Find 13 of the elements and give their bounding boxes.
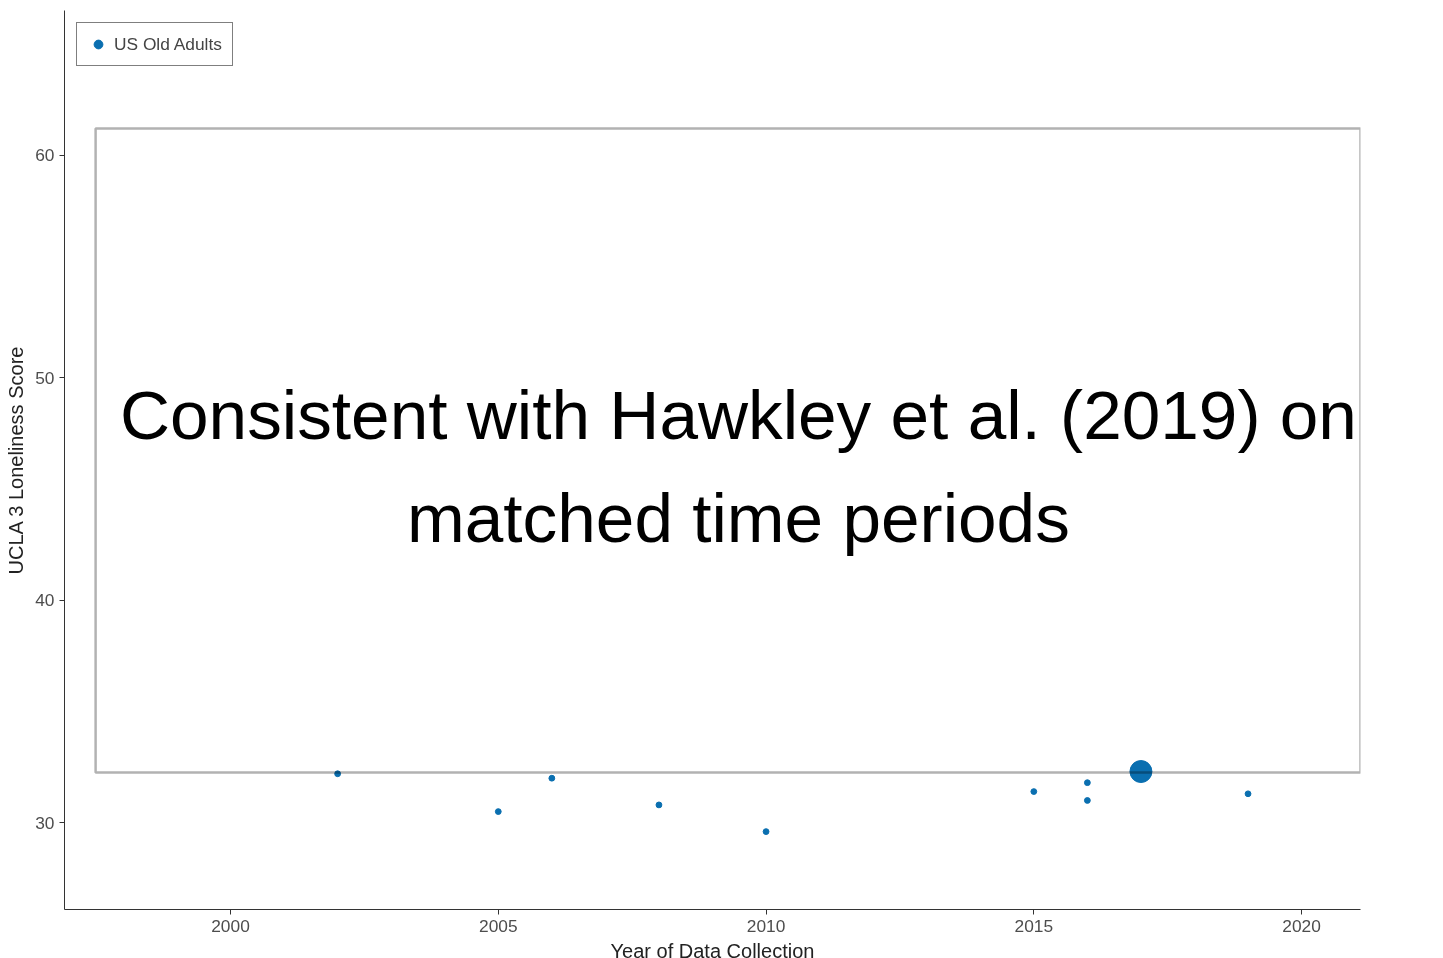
x-tick-label: 2020 bbox=[1282, 915, 1321, 936]
y-axis-title: UCLA 3 Loneliness Score bbox=[5, 346, 28, 575]
x-axis-title: Year of Data Collection bbox=[610, 939, 815, 958]
y-tick-label: 50 bbox=[35, 367, 55, 388]
annotation: Consistent with Hawkley et al. (2019) on matched time periods bbox=[119, 376, 1357, 558]
x-tick-label: 2010 bbox=[746, 915, 786, 936]
y-tick-label: 30 bbox=[35, 812, 55, 833]
y-tick-label: 60 bbox=[35, 145, 55, 166]
y-tick-label: 40 bbox=[35, 590, 55, 611]
x-tick-label: 2015 bbox=[1014, 915, 1054, 936]
x-tick-label: 2005 bbox=[479, 915, 518, 936]
legend-label: US Old Adults bbox=[114, 33, 222, 55]
x-tick-label: 2000 bbox=[211, 915, 250, 936]
